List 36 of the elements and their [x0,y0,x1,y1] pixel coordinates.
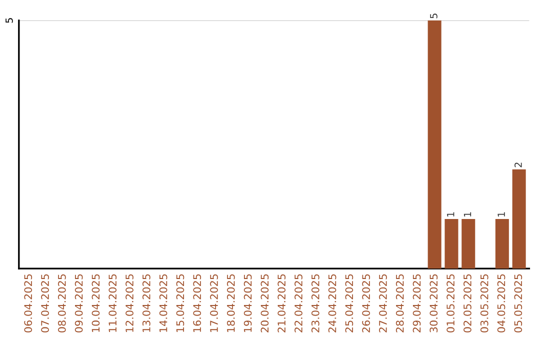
x-tick-label: 22.04.2025 [294,274,302,332]
data-label: 1 [498,212,505,217]
x-tick-label: 04.05.2025 [497,274,506,332]
x-tick-label: 15.04.2025 [176,274,184,332]
x-tick-label: 03.05.2025 [480,274,488,332]
ref-line-label: 5 [6,18,13,23]
x-tick-label: 20.04.2025 [260,274,269,332]
x-tick-label: 19.04.2025 [244,274,252,332]
x-tick-label: 09.04.2025 [74,274,83,332]
x-tick-label: 26.04.2025 [362,274,370,332]
x-tick-label: 14.04.2025 [159,274,168,332]
x-tick-label: 05.05.2025 [514,274,522,332]
x-tick-label: 13.04.2025 [142,274,150,332]
x-tick-label: 06.04.2025 [24,274,32,332]
data-label: 1 [464,212,472,217]
x-tick-label: 21.04.2025 [278,274,286,332]
x-tick-label: 24.04.2025 [328,274,336,332]
x-tick-label: 18.04.2025 [226,274,235,332]
x-tick-label: 28.04.2025 [396,274,404,332]
x-tick-label: 07.04.2025 [41,274,49,332]
x-tick-label: 02.05.2025 [464,274,472,332]
data-label: 2 [514,162,522,168]
data-label: 1 [447,212,454,217]
x-tick-label: 10.04.2025 [92,274,100,332]
x-tick-label: 11.04.2025 [108,274,117,332]
x-tick-label: 16.04.2025 [193,274,202,332]
x-tick-label: 27.04.2025 [379,274,387,332]
x-tick-label: 30.04.2025 [430,274,438,332]
x-tick-label: 25.04.2025 [345,274,354,332]
x-tick-label: 23.04.2025 [311,274,320,332]
x-tick-label: 01.05.2025 [446,274,454,332]
data-label: 5 [430,14,438,18]
x-tick-label: 17.04.2025 [210,274,218,332]
x-tick-label: 29.04.2025 [412,274,421,332]
x-tick-label: 12.04.2025 [126,274,134,332]
x-tick-label: 08.04.2025 [58,274,66,332]
